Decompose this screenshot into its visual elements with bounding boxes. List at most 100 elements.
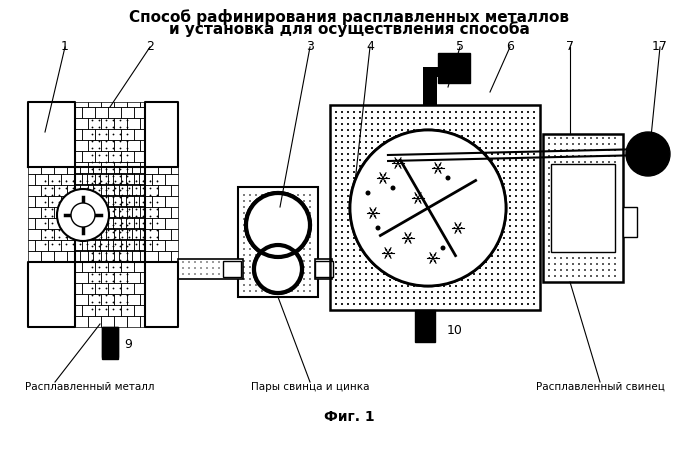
Circle shape [395, 249, 397, 251]
Circle shape [572, 149, 574, 151]
Circle shape [99, 204, 101, 206]
Circle shape [461, 291, 463, 293]
Circle shape [45, 195, 46, 196]
Circle shape [66, 188, 67, 189]
Circle shape [335, 285, 337, 287]
Circle shape [106, 231, 108, 233]
Circle shape [365, 225, 367, 227]
Circle shape [335, 249, 337, 251]
Circle shape [101, 181, 102, 182]
Circle shape [359, 285, 361, 287]
Circle shape [437, 291, 439, 293]
Bar [134, 107, 145, 118]
Circle shape [129, 237, 131, 238]
Circle shape [59, 216, 60, 218]
Circle shape [335, 159, 337, 161]
Circle shape [309, 206, 311, 208]
Circle shape [425, 171, 427, 173]
Circle shape [297, 224, 298, 226]
Bar [28, 251, 41, 262]
Circle shape [129, 209, 131, 210]
Circle shape [401, 279, 403, 281]
Circle shape [92, 302, 94, 304]
Circle shape [455, 117, 457, 119]
Circle shape [377, 147, 379, 149]
Circle shape [419, 273, 421, 275]
Bar [101, 162, 114, 173]
Circle shape [554, 203, 556, 205]
Circle shape [87, 209, 88, 210]
Circle shape [94, 223, 95, 225]
Circle shape [94, 201, 95, 203]
Circle shape [503, 267, 505, 269]
Circle shape [527, 273, 529, 275]
Circle shape [359, 123, 361, 125]
Circle shape [377, 267, 379, 269]
Circle shape [602, 191, 604, 193]
Circle shape [515, 147, 517, 149]
Circle shape [389, 159, 391, 161]
Circle shape [115, 237, 117, 238]
Circle shape [341, 261, 343, 263]
Circle shape [73, 230, 74, 231]
Circle shape [303, 260, 305, 262]
Circle shape [485, 261, 487, 263]
Circle shape [113, 197, 115, 198]
Circle shape [473, 225, 475, 227]
Circle shape [403, 237, 405, 239]
Circle shape [136, 243, 138, 245]
Circle shape [437, 285, 439, 287]
Circle shape [425, 141, 427, 143]
Circle shape [150, 237, 152, 238]
Circle shape [407, 249, 409, 251]
Circle shape [99, 288, 101, 289]
Circle shape [437, 183, 439, 185]
Circle shape [401, 297, 403, 299]
Circle shape [425, 285, 427, 287]
Circle shape [467, 213, 469, 215]
Circle shape [554, 227, 556, 229]
Circle shape [437, 303, 439, 305]
Circle shape [527, 303, 529, 305]
Circle shape [395, 159, 397, 161]
Circle shape [250, 284, 251, 286]
Circle shape [106, 295, 108, 297]
Circle shape [413, 135, 415, 137]
Circle shape [389, 213, 391, 215]
Circle shape [572, 275, 574, 277]
Circle shape [485, 237, 487, 239]
Circle shape [377, 123, 379, 125]
Circle shape [106, 225, 108, 226]
Circle shape [99, 176, 101, 177]
Circle shape [419, 183, 421, 185]
Circle shape [250, 212, 251, 214]
Circle shape [73, 243, 74, 245]
Circle shape [401, 183, 403, 185]
Circle shape [113, 134, 115, 135]
Circle shape [527, 219, 529, 221]
Circle shape [120, 288, 122, 289]
Circle shape [383, 291, 385, 293]
Circle shape [377, 303, 379, 305]
Circle shape [467, 273, 469, 275]
Circle shape [455, 237, 457, 239]
Circle shape [407, 279, 409, 281]
Circle shape [461, 159, 463, 161]
Circle shape [218, 261, 219, 263]
Circle shape [413, 243, 415, 245]
Circle shape [584, 191, 586, 193]
Bar [134, 239, 145, 250]
Circle shape [120, 189, 122, 191]
Circle shape [120, 162, 122, 164]
Circle shape [108, 237, 110, 238]
Bar [140, 162, 145, 173]
Circle shape [473, 117, 475, 119]
Circle shape [449, 285, 451, 287]
Circle shape [497, 111, 499, 113]
Circle shape [115, 201, 117, 203]
Circle shape [401, 111, 403, 113]
Circle shape [120, 309, 122, 310]
Circle shape [578, 215, 580, 217]
Circle shape [108, 209, 110, 210]
Circle shape [261, 236, 263, 238]
